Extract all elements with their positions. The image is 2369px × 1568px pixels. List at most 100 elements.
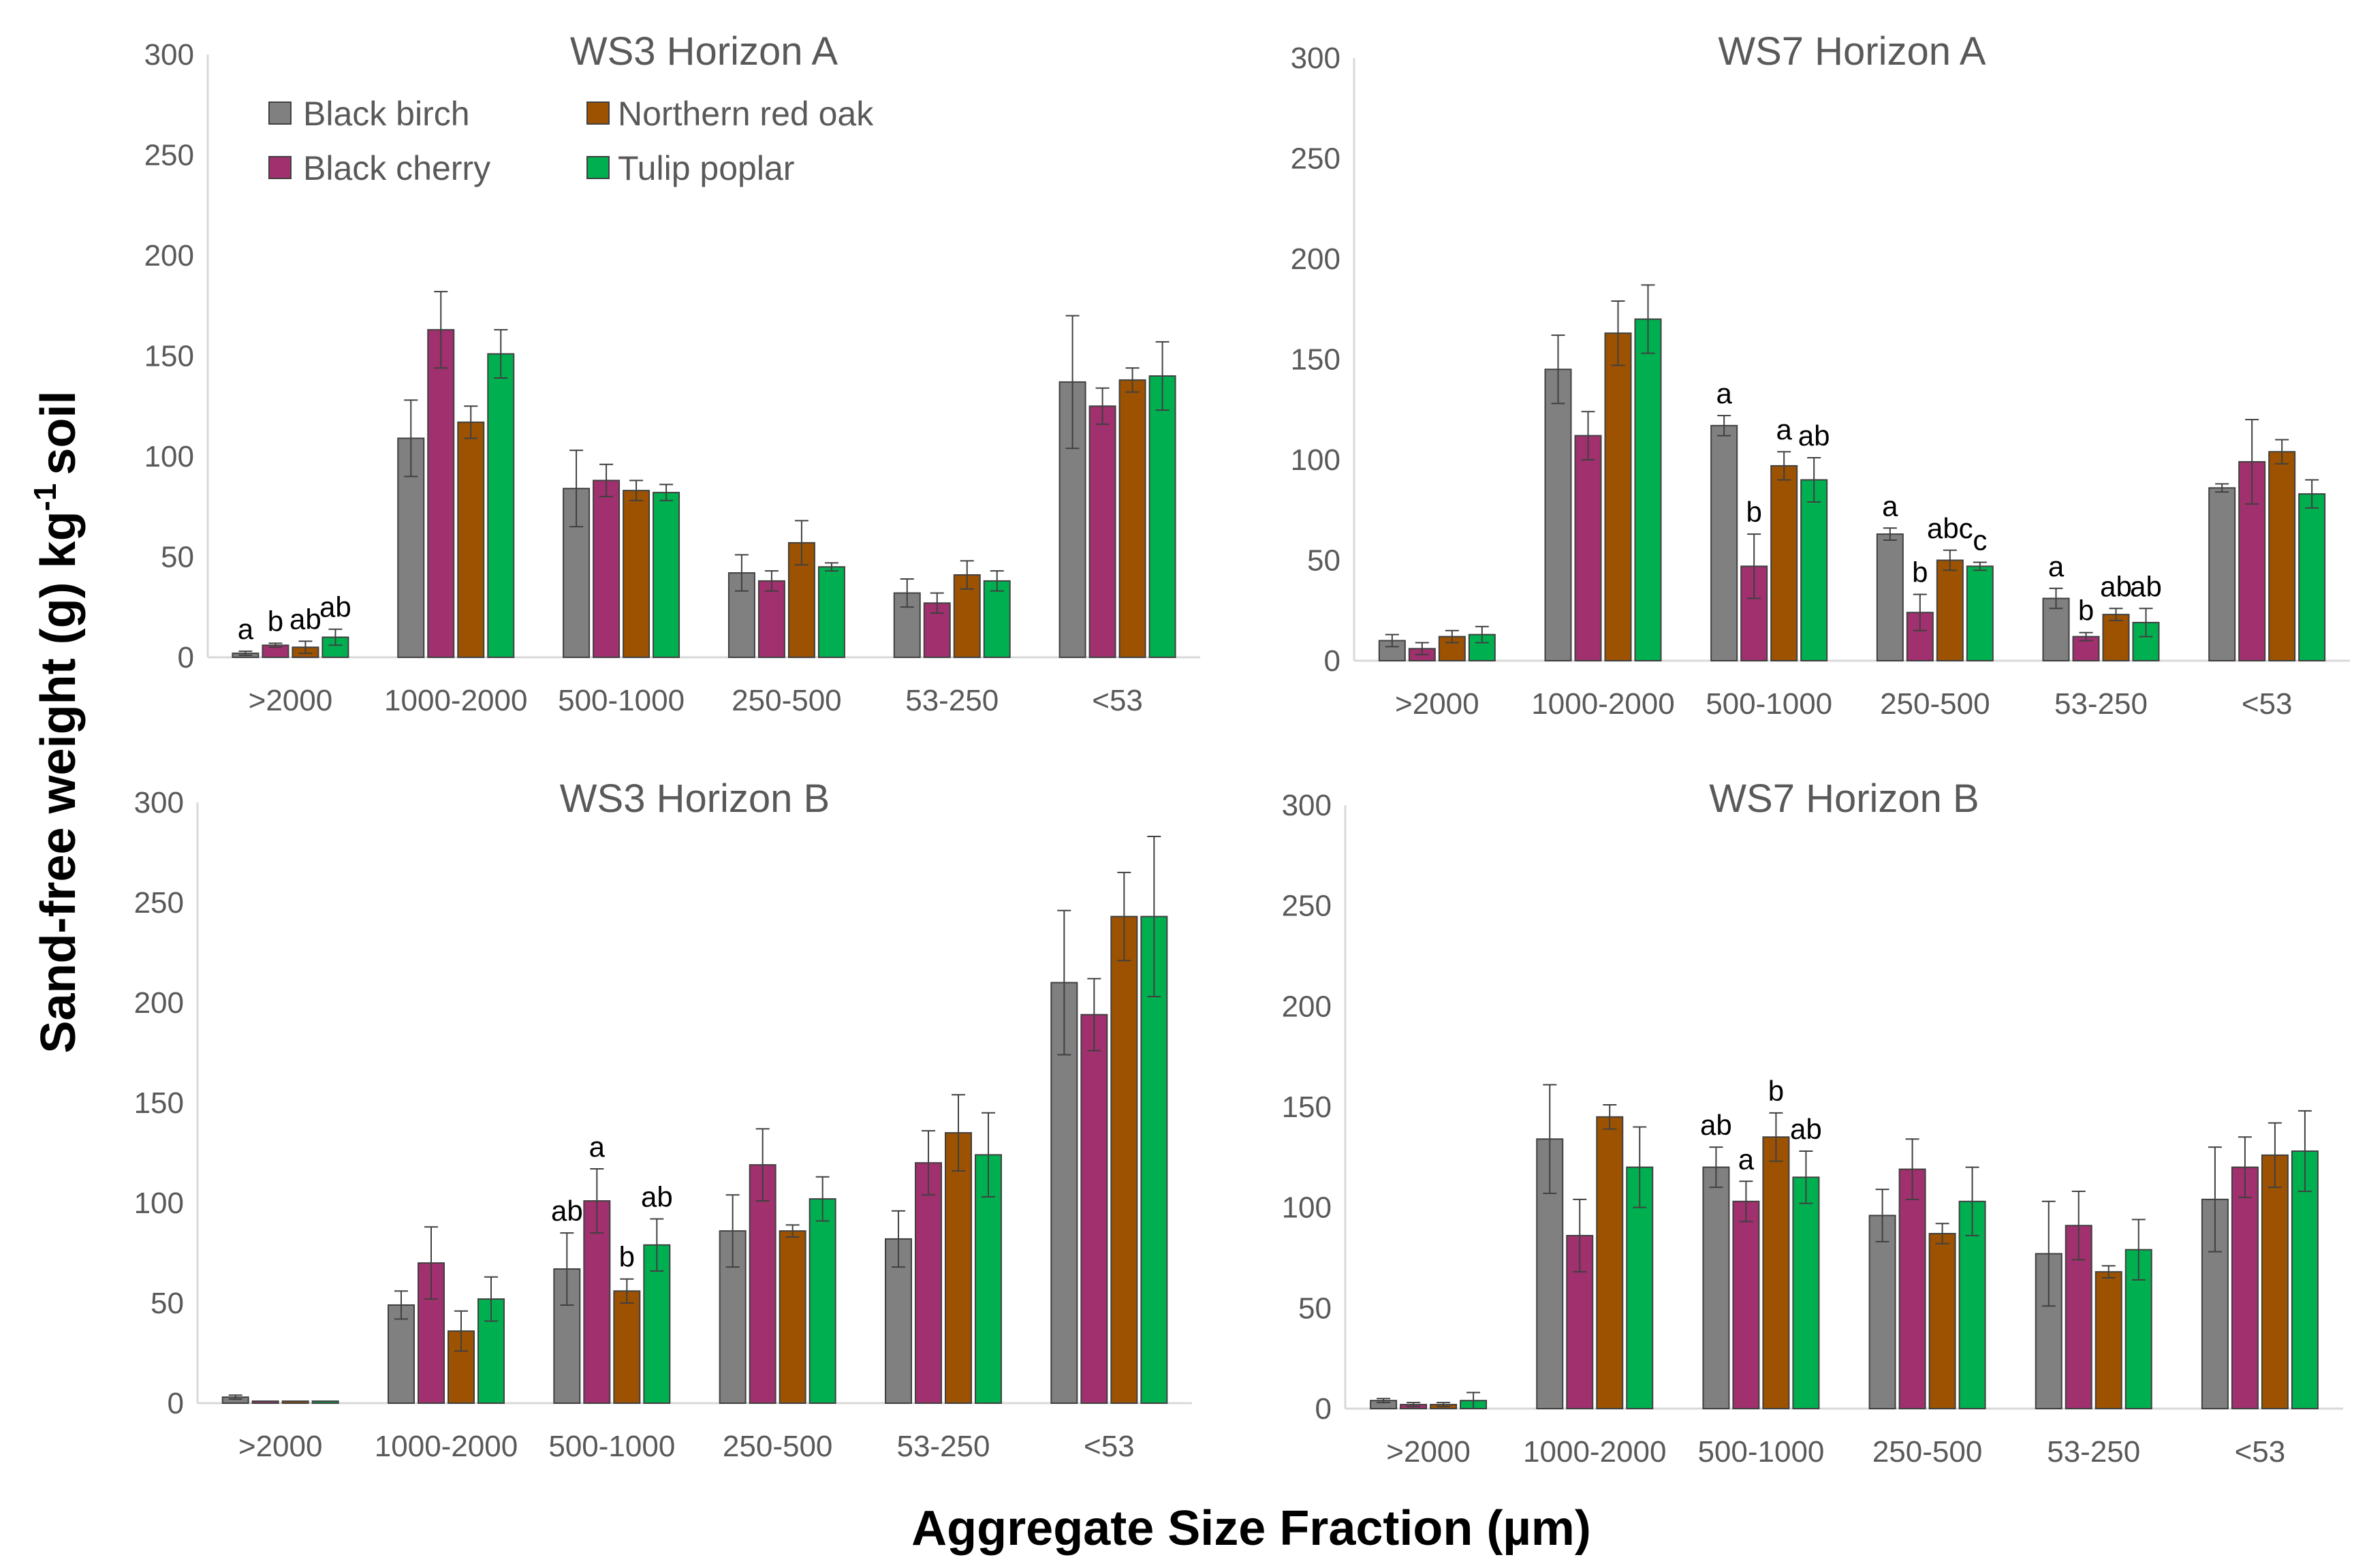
- significance-label: a: [238, 613, 254, 645]
- bar-black-cherry: [1732, 1200, 1760, 1409]
- y-axis-title: Sand-free weight (g) kg-1 soil: [27, 391, 86, 1054]
- x-tick-label: 53-250: [2047, 1435, 2140, 1469]
- x-tick-label: 500-1000: [1706, 687, 1832, 721]
- bar-black-birch: [1702, 1166, 1730, 1409]
- significance-label: ab: [319, 591, 351, 623]
- panel-ws7-horizon-a: WS7 Horizon A 0 50 100 150 200 250 300 >2000 1000…: [1291, 29, 2350, 721]
- significance-label: ab: [1790, 1113, 1822, 1145]
- bar-northern-red-oak: [2268, 451, 2296, 661]
- y-tick-label: 0: [168, 1387, 184, 1420]
- bar-black-birch: [388, 1304, 415, 1404]
- bar-northern-red-oak: [945, 1132, 972, 1404]
- significance-label: a: [1882, 490, 1898, 522]
- y-tick-label: 300: [134, 786, 184, 819]
- y-axis-title-suffix: soil: [31, 391, 86, 475]
- bar-northern-red-oak: [281, 1400, 309, 1405]
- y-tick-label: 0: [178, 641, 194, 674]
- bar-tulip-poplar: [1140, 915, 1168, 1404]
- x-tick-label: 53-250: [905, 684, 999, 717]
- x-tick-label: 250-500: [1872, 1435, 1982, 1469]
- y-tick-label: 200: [144, 239, 194, 272]
- y-tick-label: 150: [144, 340, 194, 373]
- bar-tulip-poplar: [2298, 493, 2326, 662]
- legend-swatch-tulip-poplar: [586, 156, 610, 179]
- significance-label: a: [1716, 377, 1732, 409]
- bar-tulip-poplar: [817, 566, 845, 658]
- x-tick-label: 250-500: [732, 684, 841, 717]
- panel-ws7-horizon-b: WS7 Horizon B 0 50 100 150 200 250 300 >2000 1000…: [1282, 777, 2343, 1469]
- significance-label: a: [1776, 413, 1792, 445]
- bar-tulip-poplar: [1800, 479, 1828, 661]
- x-tick-label: <53: [2235, 1435, 2286, 1469]
- x-tick-label: 1000-2000: [1531, 687, 1674, 721]
- significance-label: ab: [2100, 570, 2132, 602]
- bar-northern-red-oak: [1770, 465, 1798, 661]
- x-tick-label: 500-1000: [1697, 1435, 1824, 1469]
- bar-tulip-poplar: [983, 580, 1011, 659]
- bar-northern-red-oak: [1110, 915, 1138, 1404]
- legend-label-black-cherry: Black cherry: [303, 149, 490, 187]
- panel-title: WS7 Horizon B: [1709, 777, 1979, 821]
- bar-tulip-poplar: [653, 492, 680, 658]
- legend-swatch-northern-red-oak: [586, 101, 610, 125]
- bar-tulip-poplar: [487, 353, 515, 658]
- bar-tulip-poplar: [1966, 565, 1994, 661]
- y-tick-label: 100: [1282, 1191, 1332, 1225]
- significance-label: abc: [1927, 512, 1973, 544]
- bar-northern-red-oak: [1604, 332, 1632, 661]
- bar-black-birch: [1876, 533, 1904, 662]
- bar-northern-red-oak: [2102, 614, 2130, 662]
- x-tick-label: >2000: [238, 1430, 323, 1463]
- significance-label: ab: [1798, 420, 1830, 452]
- y-tick-label: 300: [1291, 42, 1340, 75]
- x-tick-label: <53: [2242, 687, 2293, 721]
- x-tick-label: <53: [1084, 1430, 1135, 1463]
- legend-item-black-cherry: Black cherry: [268, 149, 490, 187]
- legend-label-tulip-poplar: Tulip poplar: [618, 149, 794, 187]
- significance-label: b: [1746, 496, 1761, 528]
- bar-black-birch: [2208, 487, 2236, 661]
- x-axis-title: Aggregate Size Fraction (µm): [911, 1501, 1591, 1556]
- legend-item-northern-red-oak: Northern red oak: [586, 95, 874, 133]
- bar-black-cherry: [749, 1164, 776, 1404]
- bar-tulip-poplar: [1148, 375, 1176, 658]
- x-tick-label: >2000: [1395, 687, 1479, 721]
- y-tick-label: 0: [1324, 644, 1340, 678]
- y-tick-label: 200: [1282, 990, 1332, 1023]
- significance-label: b: [619, 1241, 635, 1273]
- y-tick-label: 150: [1282, 1091, 1332, 1124]
- y-tick-label: 0: [1315, 1392, 1332, 1426]
- y-axis-title-superscript: -1: [27, 484, 63, 512]
- x-tick-label: 1000-2000: [384, 684, 527, 717]
- y-tick-label: 250: [134, 886, 184, 920]
- y-tick-label: 50: [1307, 544, 1340, 578]
- bar-black-birch: [1868, 1214, 1896, 1409]
- y-tick-label: 150: [1291, 343, 1340, 377]
- panel-ws3-horizon-b: WS3 Horizon B 0 50 100 150 200 250 300 >2000 1000…: [134, 777, 1192, 1463]
- bar-northern-red-oak: [1118, 379, 1146, 659]
- bar-black-cherry: [1740, 565, 1768, 661]
- bar-northern-red-oak: [1936, 559, 1964, 661]
- y-tick-label: 250: [1291, 142, 1340, 176]
- x-tick-label: 53-250: [2054, 687, 2148, 721]
- y-tick-label: 100: [144, 440, 194, 473]
- bar-northern-red-oak: [457, 421, 485, 658]
- bar-northern-red-oak: [1762, 1136, 1790, 1410]
- x-tick-label: 1000-2000: [375, 1430, 518, 1463]
- y-tick-label: 200: [134, 986, 184, 1020]
- significance-label: b: [1768, 1075, 1784, 1107]
- significance-label: ab: [641, 1181, 673, 1213]
- bar-tulip-poplar: [1792, 1176, 1820, 1410]
- y-axis-title-main: Sand-free weight (g) kg: [31, 511, 86, 1053]
- bar-black-cherry: [1080, 1014, 1108, 1404]
- significance-label: a: [2048, 550, 2065, 582]
- x-tick-label: 500-1000: [548, 1430, 675, 1463]
- significance-label: b: [268, 605, 283, 637]
- bar-northern-red-oak: [2261, 1154, 2289, 1409]
- significance-label: a: [1738, 1143, 1755, 1175]
- x-tick-label: 1000-2000: [1523, 1435, 1666, 1469]
- legend-swatch-black-birch: [268, 101, 292, 125]
